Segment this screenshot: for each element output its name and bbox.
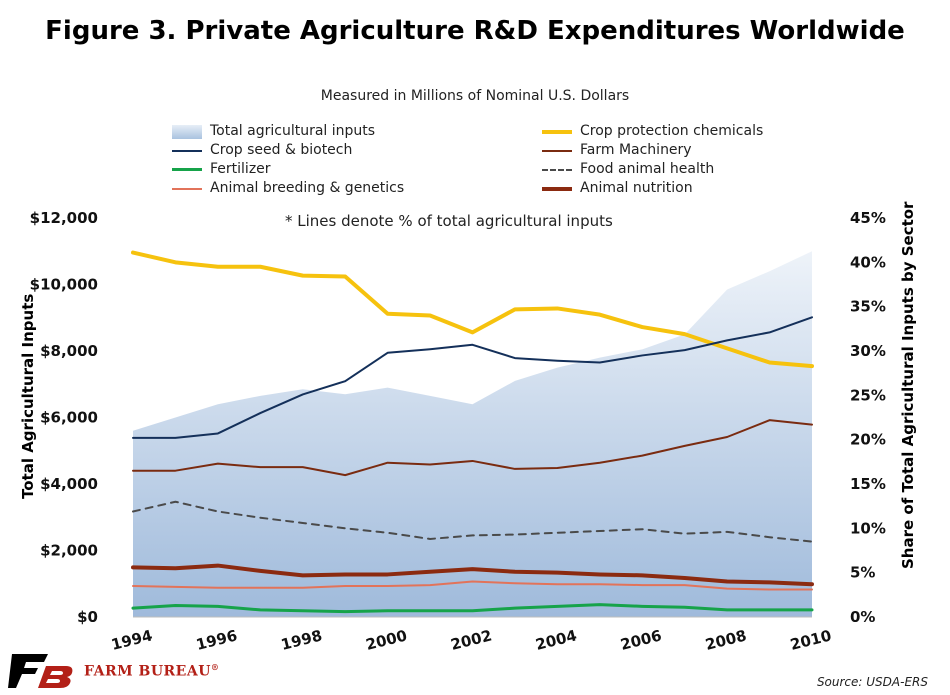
legend-swatch-line <box>542 125 572 139</box>
legend-label: Food animal health <box>580 161 715 177</box>
y-right-tick-label: 35% <box>850 298 886 316</box>
lines-layer <box>131 250 814 614</box>
legend-item-food-animal-health: Food animal health <box>542 160 714 179</box>
y-left-tick-label: $6,000 <box>40 409 98 427</box>
legend-swatch-line <box>172 182 202 196</box>
legend-swatch-line <box>542 182 572 196</box>
y-axis-left-title: Total Agricultural Inputs <box>19 293 37 499</box>
legend-label: Fertilizer <box>210 161 271 177</box>
labels-layer: $0 $2,000 $4,000 $6,000 $8,000 $10,000 $12,000… <box>30 209 886 654</box>
series-line-farm-machinery <box>132 419 813 477</box>
x-tick-label: 2006 <box>619 626 664 654</box>
y-right-tick-label: 40% <box>850 253 886 271</box>
y-left-tick-label: $10,000 <box>30 276 98 294</box>
series-line-fertilizer <box>131 603 814 614</box>
source-note: Source: USDA-ERS <box>816 675 928 689</box>
y-right-tick-label: 45% <box>850 209 886 227</box>
legend-item-animal-nutrition: Animal nutrition <box>542 179 693 198</box>
area-layer <box>133 251 812 617</box>
x-tick-label: 1994 <box>109 626 154 654</box>
x-tick-label: 2000 <box>364 626 409 654</box>
y-left-tick-label: $12,000 <box>30 209 98 227</box>
legend-item-crop-seed: Crop seed & biotech <box>172 141 352 160</box>
series-line-animal-breeding-genetics <box>132 580 813 591</box>
y-right-tick-label: 0% <box>850 608 875 626</box>
y-axis-right-title: Share of Total Agricultural Inputs by Se… <box>899 201 917 569</box>
farm-bureau-logo-icon <box>8 654 73 688</box>
legend-swatch-line <box>542 144 572 158</box>
legend-swatch-line <box>172 144 202 158</box>
series-line-food-animal-health <box>132 500 813 543</box>
x-tick-label: 2002 <box>449 626 494 654</box>
farm-bureau-logo: FARM BUREAU® <box>8 652 219 690</box>
x-tick-label: 2004 <box>534 626 579 654</box>
y-left-tick-label: $2,000 <box>40 542 98 560</box>
x-tick-label: 2008 <box>703 626 748 654</box>
x-tick-label: 1996 <box>194 626 239 654</box>
brand-name: FARM BUREAU® <box>84 662 220 680</box>
y-right-tick-label: 10% <box>850 519 886 537</box>
legend-item-total-agricultural-inputs: Total agricultural inputs <box>172 122 375 141</box>
chart-annotation: * Lines denote % of total agricultural i… <box>285 212 613 230</box>
y-right-tick-label: 25% <box>850 386 886 404</box>
legend-item-fertilizer: Fertilizer <box>172 160 271 179</box>
y-right-tick-label: 15% <box>850 475 886 493</box>
y-right-tick-label: 5% <box>850 564 875 582</box>
legend-item-farm-machinery: Farm Machinery <box>542 141 692 160</box>
y-left-tick-label: $0 <box>77 608 98 626</box>
legend-label: Animal breeding & genetics <box>210 180 405 196</box>
legend-label: Farm Machinery <box>580 142 692 158</box>
x-tick-label: 1998 <box>279 626 324 654</box>
chart-title: Figure 3. Private Agriculture R&D Expend… <box>45 16 905 46</box>
legend-label: Total agricultural inputs <box>210 123 376 139</box>
legend-item-animal-breeding: Animal breeding & genetics <box>172 179 404 198</box>
series-line-crop-protection-chemicals <box>131 250 814 369</box>
legend-label: Animal nutrition <box>580 180 693 196</box>
legend-swatch-line <box>172 163 202 177</box>
x-tick-label: 2010 <box>788 626 833 654</box>
area-total-agricultural-inputs <box>133 251 812 617</box>
series-line-crop-seed-biotech <box>132 316 813 439</box>
y-right-tick-label: 20% <box>850 431 886 449</box>
y-right-tick-label: 30% <box>850 342 886 360</box>
series-line-animal-nutrition <box>131 563 814 587</box>
y-left-tick-label: $8,000 <box>40 342 98 360</box>
y-left-tick-label: $4,000 <box>40 475 98 493</box>
legend-label: Crop protection chemicals <box>580 123 764 139</box>
legend-label: Crop seed & biotech <box>210 142 353 158</box>
legend-swatch-area <box>172 124 202 139</box>
chart-subtitle: Measured in Millions of Nominal U.S. Dol… <box>320 88 630 104</box>
legend-item-crop-protection: Crop protection chemicals <box>542 122 763 141</box>
legend-swatch-line <box>542 163 572 177</box>
